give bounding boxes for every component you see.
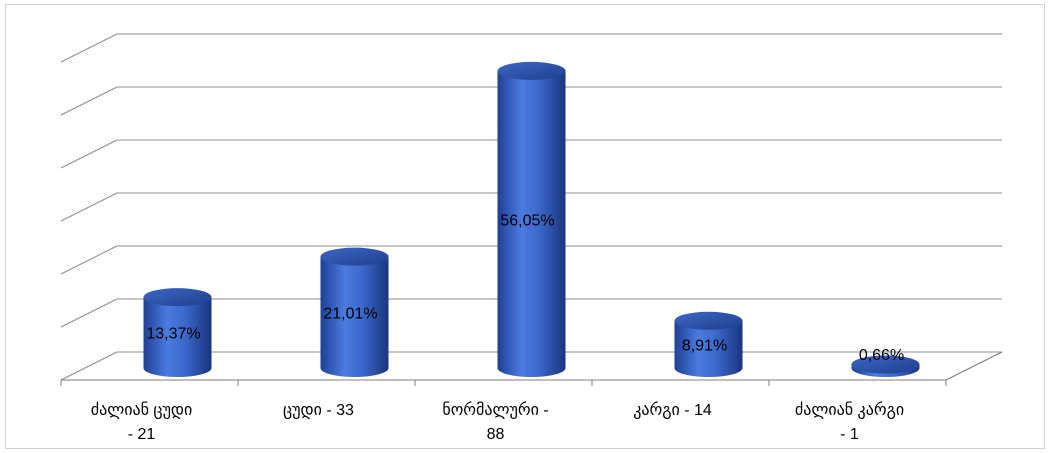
data-label: 56,05% — [500, 212, 554, 229]
bar-body — [320, 256, 389, 377]
bar-body — [143, 297, 212, 377]
category-label: - 21 — [128, 426, 156, 443]
category-label: ძალიან ცუდი — [91, 401, 193, 419]
bars — [143, 61, 920, 377]
chart-frame: 13,37% 21,01% 56,05% 8,91% 0,66% ძალიან ცუდი… — [5, 4, 1045, 449]
category-label: ცუდი - 33 — [283, 402, 354, 419]
bar-top — [674, 311, 743, 330]
bar — [674, 311, 743, 377]
data-label: 21,01% — [323, 305, 377, 322]
bar-top — [497, 61, 566, 80]
category-label: 88 — [487, 426, 505, 443]
gridline-side — [60, 192, 118, 222]
data-labels: 13,37% 21,01% 56,05% 8,91% 0,66% — [146, 212, 904, 364]
bar — [851, 355, 920, 377]
bar — [320, 247, 389, 377]
category-label: - 1 — [840, 426, 859, 443]
gridline-side — [60, 33, 118, 63]
data-label: 8,91% — [682, 337, 727, 354]
data-label: 13,37% — [146, 326, 200, 343]
bar-body — [674, 320, 743, 377]
gridline-side — [60, 351, 118, 381]
bar-body — [497, 70, 566, 377]
floor-edge — [945, 351, 1003, 381]
gridline-side — [60, 139, 118, 169]
bar-top — [851, 355, 920, 374]
bar-top — [320, 247, 389, 266]
gridline-side — [60, 298, 118, 328]
category-label: ძალიან კარგი — [795, 401, 904, 419]
bar — [143, 288, 212, 377]
category-axis: ძალიან ცუდი - 21 ცუდი - 33 ნორმალური - 88 კარ… — [91, 401, 904, 443]
gridline-side — [60, 86, 118, 116]
bar-chart: 13,37% 21,01% 56,05% 8,91% 0,66% ძალიან ცუდი… — [60, 33, 1003, 443]
data-label: 0,66% — [859, 347, 904, 364]
category-label: ნორმალური - — [442, 401, 548, 419]
category-label: კარგი - 14 — [633, 401, 712, 419]
bar — [497, 61, 566, 377]
gridline-side — [60, 245, 118, 275]
bar-top — [143, 288, 212, 307]
